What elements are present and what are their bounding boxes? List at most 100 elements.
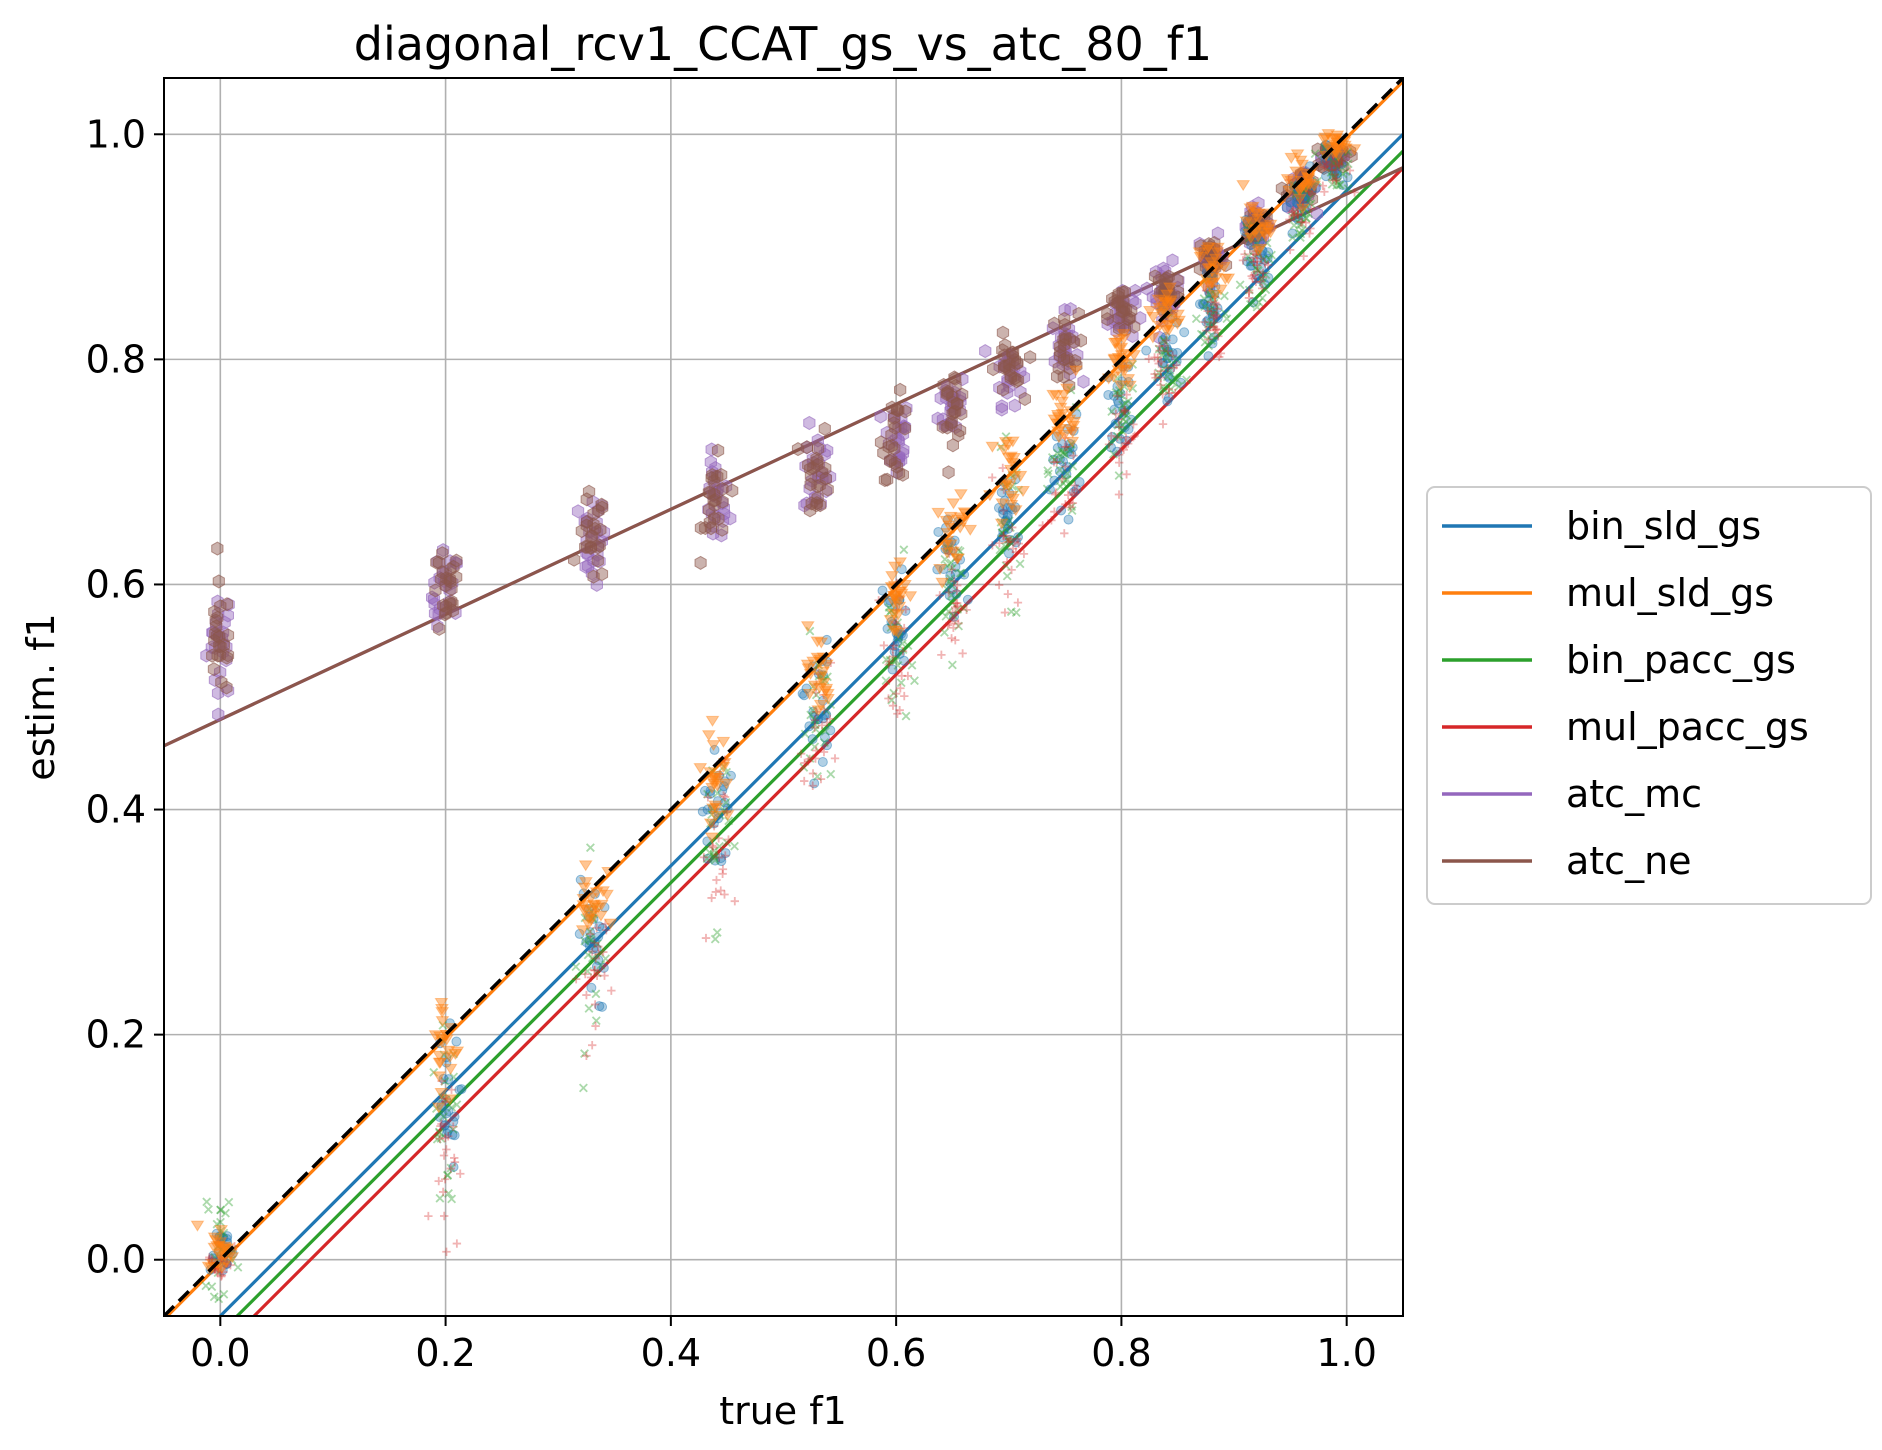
- data-point-mul_pacc_gs: [895, 593, 905, 602]
- data-point-atc_ne: [212, 574, 225, 589]
- data-point-atc_ne: [887, 416, 900, 431]
- data-point-mul_pacc_gs: [208, 1258, 217, 1267]
- data-point-bin_sld_gs: [442, 1125, 453, 1136]
- data-point-bin_pacc_gs: [722, 767, 732, 777]
- data-point-bin_sld_gs: [1141, 345, 1152, 356]
- data-point-mul_sld_gs: [1204, 277, 1219, 289]
- data-point-bin_pacc_gs: [216, 1217, 225, 1227]
- data-point-bin_pacc_gs: [1332, 177, 1342, 187]
- data-point-bin_pacc_gs: [808, 682, 818, 691]
- data-point-bin_pacc_gs: [1008, 481, 1017, 491]
- data-point-bin_sld_gs: [1117, 361, 1128, 372]
- data-point-mul_sld_gs: [579, 904, 593, 916]
- data-point-mul_sld_gs: [931, 507, 946, 519]
- data-point-atc_ne: [716, 494, 729, 509]
- data-point-atc_mc: [1149, 265, 1163, 280]
- data-point-bin_pacc_gs: [1338, 169, 1348, 179]
- data-point-bin_pacc_gs: [1154, 368, 1164, 378]
- data-point-bin_sld_gs: [597, 923, 608, 934]
- data-point-mul_pacc_gs: [999, 485, 1008, 494]
- data-point-bin_pacc_gs: [1204, 341, 1214, 351]
- data-point-bin_sld_gs: [1160, 332, 1171, 343]
- data-point-mul_pacc_gs: [1144, 354, 1153, 364]
- data-point-mul_pacc_gs: [945, 619, 954, 628]
- data-point-bin_pacc_gs: [1246, 299, 1255, 309]
- data-point-mul_pacc_gs: [439, 1151, 449, 1160]
- data-point-mul_pacc_gs: [1003, 589, 1013, 599]
- data-point-bin_sld_gs: [1175, 377, 1186, 388]
- data-point-bin_pacc_gs: [1169, 373, 1179, 383]
- data-point-bin_pacc_gs: [221, 1208, 230, 1218]
- data-point-atc_mc: [1166, 253, 1179, 268]
- data-point-mul_pacc_gs: [1118, 443, 1128, 453]
- data-point-bin_sld_gs: [1002, 510, 1013, 521]
- data-point-mul_pacc_gs: [207, 1254, 216, 1264]
- data-point-bin_sld_gs: [1207, 338, 1218, 349]
- data-point-bin_pacc_gs: [1343, 159, 1353, 169]
- data-point-mul_pacc_gs: [805, 754, 814, 764]
- data-point-mul_sld_gs: [1159, 325, 1174, 337]
- data-point-bin_pacc_gs: [216, 1226, 226, 1236]
- data-point-bin_sld_gs: [894, 648, 905, 659]
- data-point-mul_pacc_gs: [1251, 277, 1261, 287]
- data-point-atc_ne: [1242, 231, 1255, 247]
- data-point-mul_pacc_gs: [1122, 470, 1131, 479]
- data-point-bin_sld_gs: [712, 796, 723, 807]
- data-point-atc_ne: [207, 662, 221, 677]
- data-point-bin_pacc_gs: [800, 729, 810, 739]
- data-point-bin_sld_gs: [1063, 514, 1074, 525]
- data-point-mul_sld_gs: [1107, 338, 1122, 350]
- data-point-atc_ne: [592, 503, 605, 518]
- data-point-bin_pacc_gs: [444, 1189, 453, 1198]
- data-point-bin_pacc_gs: [1111, 388, 1121, 398]
- data-point-mul_pacc_gs: [590, 966, 599, 975]
- data-point-bin_sld_gs: [720, 848, 731, 859]
- data-point-mul_sld_gs: [888, 593, 902, 605]
- data-point-bin_sld_gs: [1246, 256, 1257, 267]
- data-point-bin_pacc_gs: [217, 1245, 226, 1255]
- data-point-bin_sld_gs: [441, 1108, 452, 1119]
- data-point-atc_ne: [429, 583, 442, 598]
- data-point-bin_pacc_gs: [213, 1241, 223, 1251]
- data-point-bin_pacc_gs: [903, 641, 913, 650]
- data-point-bin_pacc_gs: [219, 1228, 229, 1238]
- data-point-mul_pacc_gs: [1205, 322, 1215, 332]
- data-point-atc_ne: [211, 541, 224, 556]
- data-point-bin_sld_gs: [819, 732, 830, 743]
- data-point-mul_sld_gs: [214, 1225, 229, 1237]
- data-point-mul_pacc_gs: [456, 1169, 465, 1178]
- data-point-bin_pacc_gs: [702, 854, 712, 864]
- data-point-mul_pacc_gs: [434, 1176, 443, 1186]
- data-point-bin_sld_gs: [1299, 204, 1310, 215]
- data-point-mul_pacc_gs: [450, 1153, 459, 1163]
- data-point-mul_pacc_gs: [1204, 335, 1213, 344]
- data-point-bin_pacc_gs: [1062, 469, 1072, 479]
- data-point-bin_pacc_gs: [881, 676, 891, 686]
- data-point-mul_pacc_gs: [1298, 202, 1308, 212]
- data-point-bin_sld_gs: [896, 564, 907, 575]
- data-point-bin_sld_gs: [821, 634, 832, 645]
- data-point-bin_sld_gs: [1253, 273, 1264, 284]
- data-point-mul_pacc_gs: [716, 886, 725, 895]
- data-point-mul_pacc_gs: [1293, 204, 1303, 213]
- data-point-bin_sld_gs: [1248, 297, 1259, 308]
- data-point-bin_sld_gs: [932, 564, 943, 575]
- data-point-bin_pacc_gs: [884, 603, 894, 612]
- data-point-mul_sld_gs: [1004, 451, 1018, 463]
- data-point-mul_pacc_gs: [800, 776, 809, 786]
- data-point-mul_pacc_gs: [205, 1253, 214, 1262]
- data-point-bin_pacc_gs: [1244, 233, 1254, 243]
- data-point-atc_ne: [1063, 378, 1076, 393]
- data-point-mul_pacc_gs: [825, 714, 835, 724]
- data-point-mul_sld_gs: [1258, 231, 1273, 243]
- data-point-bin_pacc_gs: [1117, 420, 1127, 430]
- data-point-mul_sld_gs: [1317, 134, 1332, 146]
- data-point-bin_pacc_gs: [1335, 180, 1345, 190]
- data-point-mul_pacc_gs: [216, 1272, 226, 1281]
- data-point-atc_ne: [885, 438, 899, 453]
- diagonal-line-group: [164, 78, 1403, 1316]
- data-point-mul_pacc_gs: [1104, 440, 1114, 449]
- data-point-mul_pacc_gs: [1160, 341, 1169, 350]
- data-point-mul_sld_gs: [212, 1240, 227, 1253]
- x-axis-label: true f1: [719, 1389, 847, 1433]
